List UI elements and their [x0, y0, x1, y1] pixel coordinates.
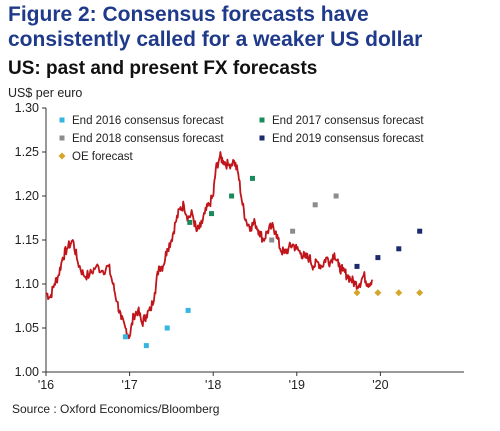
oe-forecast-point	[374, 289, 382, 297]
consensus-forecast-point-2	[290, 228, 296, 234]
oe-forecast-point	[395, 289, 403, 297]
consensus-forecast-point-3	[396, 246, 402, 252]
chart-legend: End 2016 consensus forecast End 2017 cons…	[58, 115, 424, 163]
legend-marker	[259, 117, 265, 123]
y-tick-label: 1.15	[15, 233, 39, 247]
y-tick-label: 1.30	[15, 101, 39, 115]
consensus-forecast-point-0	[164, 325, 170, 331]
consensus-forecast-point-3	[354, 263, 360, 269]
x-tick-label: '17	[121, 378, 137, 392]
y-tick-label: 1.10	[15, 277, 39, 291]
consensus-forecast-point-0	[122, 334, 128, 340]
consensus-forecast-point-3	[375, 255, 381, 261]
y-tick-label: 1.20	[15, 189, 39, 203]
chart-ticks: 1.00 1.05 1.10 1.15 1.20 1.25 1.30 '16 '17 '18 '19…	[15, 101, 389, 392]
y-tick-label: 1.25	[15, 145, 39, 159]
legend-label: End 2016 consensus forecast	[72, 115, 224, 127]
legend-marker	[59, 117, 65, 123]
y-tick-label: 1.05	[15, 321, 39, 335]
chart-scatter-area	[122, 175, 424, 349]
consensus-forecast-point-2	[269, 237, 275, 243]
consensus-forecast-point-1	[229, 193, 235, 199]
x-tick-label: '19	[289, 378, 305, 392]
consensus-forecast-point-1	[249, 175, 255, 181]
legend-marker	[259, 135, 265, 141]
figure-title: Figure 2: Consensus forecasts have consi…	[8, 3, 423, 51]
legend-label: End 2019 consensus forecast	[272, 133, 424, 145]
y-axis-unit-label: US$ per euro	[8, 86, 83, 100]
chart-title: US: past and present FX forecasts	[8, 58, 318, 79]
consensus-forecast-point-1	[187, 219, 193, 225]
x-tick-label: '20	[372, 378, 388, 392]
legend-label: End 2017 consensus forecast	[272, 115, 424, 127]
legend-marker	[58, 152, 66, 160]
consensus-forecast-point-3	[417, 228, 423, 234]
eurusd-line	[45, 151, 373, 340]
consensus-forecast-point-2	[333, 193, 339, 199]
consensus-forecast-point-1	[209, 211, 215, 217]
legend-label: End 2018 consensus forecast	[72, 133, 224, 145]
y-tick-label: 1.00	[15, 365, 39, 379]
consensus-forecast-point-0	[185, 307, 191, 313]
legend-marker	[59, 135, 65, 141]
source-note: Source : Oxford Economics/Bloomberg	[12, 402, 220, 416]
x-tick-label: '16	[38, 378, 54, 392]
legend-label: OE forecast	[72, 151, 134, 163]
chart-axes	[45, 108, 464, 373]
x-tick-label: '18	[205, 378, 221, 392]
oe-forecast-point	[416, 289, 424, 297]
oe-forecast-point	[353, 289, 361, 297]
consensus-forecast-point-2	[312, 202, 318, 208]
chart-line-area	[45, 151, 373, 340]
consensus-forecast-point-0	[143, 343, 149, 349]
